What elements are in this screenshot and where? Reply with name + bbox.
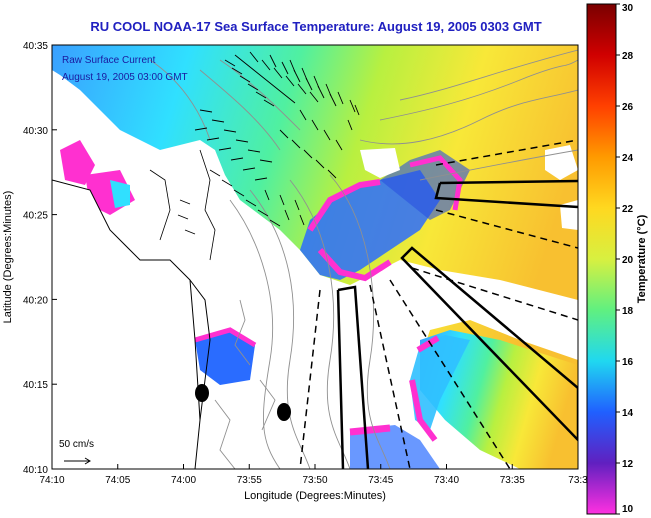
plot-area	[52, 45, 578, 469]
colorbar-tick-label: 12	[622, 459, 634, 470]
colorbar-tick-label: 24	[622, 153, 634, 164]
x-tick-label: 73:3	[568, 475, 588, 486]
x-tick-label: 74:05	[105, 475, 130, 486]
current-vectors	[177, 51, 360, 235]
station-marker	[277, 403, 291, 421]
colorbar-tick-label: 22	[622, 204, 634, 215]
cloud-masks	[215, 145, 578, 340]
colorbar-tick-label: 18	[622, 306, 634, 317]
annotation-line1: Raw Surface Current	[62, 55, 156, 66]
colorbar-tick-label: 14	[622, 408, 634, 419]
scale-label: 50 cm/s	[59, 439, 94, 450]
annotation-line2: August 19, 2005 03:00 GMT	[62, 72, 188, 83]
sst-field	[52, 45, 578, 469]
scale-arrow	[64, 457, 91, 465]
y-axis-ticks: 40:35 40:30 40:25 40:20 40:15 40:10	[23, 41, 57, 476]
colorbar-tick-label: 30	[622, 3, 634, 14]
x-tick-label: 74:10	[39, 475, 64, 486]
colorbar-label: Temperature (°C)	[636, 214, 648, 303]
y-tick-label: 40:35	[23, 41, 48, 52]
transect-lines	[299, 139, 578, 469]
x-tick-label: 73:55	[237, 475, 262, 486]
y-tick-label: 40:25	[23, 211, 48, 222]
colorbar-tick-label: 10	[622, 504, 634, 515]
x-tick-label: 73:35	[500, 475, 525, 486]
survey-boxes	[336, 179, 578, 469]
x-tick-label: 73:50	[302, 475, 327, 486]
colorbar-ticks: 30 28 26 24 22 20 18 16 14 12 10	[616, 3, 634, 515]
y-tick-label: 40:20	[23, 295, 48, 306]
x-axis-label: Longitude (Degrees:Minutes)	[244, 490, 386, 502]
y-tick-label: 40:15	[23, 380, 48, 391]
colorbar-tick-label: 28	[622, 51, 634, 62]
colorbar	[586, 3, 617, 515]
x-tick-label: 73:45	[368, 475, 393, 486]
colorbar-tick-label: 26	[622, 102, 634, 113]
map-title: RU COOL NOAA-17 Sea Surface Temperature:…	[90, 19, 542, 34]
y-tick-label: 40:30	[23, 126, 48, 137]
station-marker	[195, 384, 209, 402]
land	[52, 149, 216, 469]
y-tick-label: 40:10	[23, 465, 48, 476]
colorbar-tick-label: 20	[622, 255, 634, 266]
x-axis-ticks: 74:10 74:05 74:00 73:55 73:50 73:45 73:40 73:35…	[39, 464, 588, 486]
y-axis-label: Latitude (Degrees:Minutes)	[2, 191, 14, 324]
x-tick-label: 73:40	[434, 475, 459, 486]
x-tick-label: 74:00	[171, 475, 196, 486]
colorbar-tick-label: 16	[622, 357, 634, 368]
bathymetry-contours	[149, 49, 578, 469]
